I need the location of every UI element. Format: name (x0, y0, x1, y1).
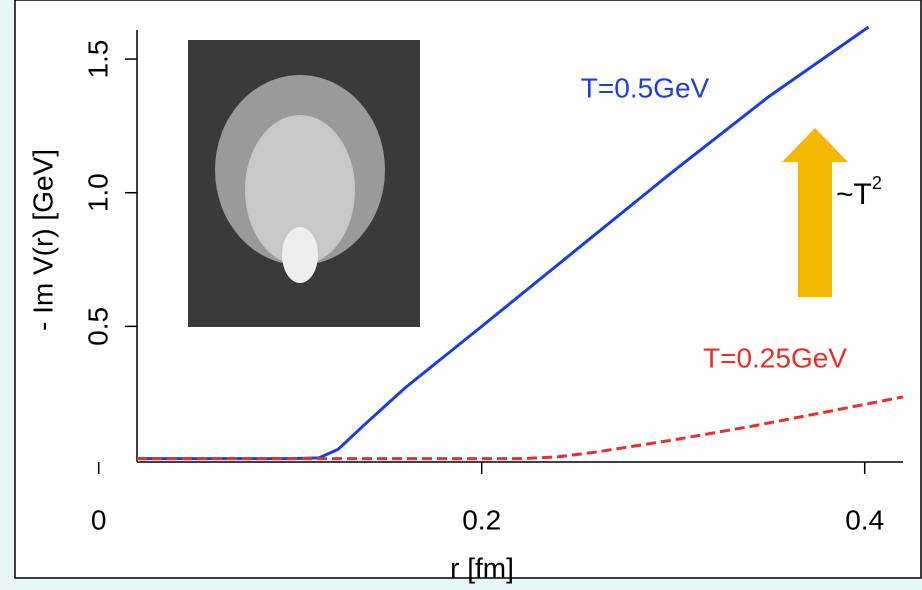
x-tick-label: 0.4 (845, 504, 884, 535)
annotation-superscript: 2 (872, 173, 882, 193)
y-tick-label: 1.5 (82, 40, 113, 79)
y-tick-label: 1.0 (82, 173, 113, 212)
annotation-text: ~T (836, 178, 872, 211)
x-axis-label: r [fm] (450, 552, 514, 583)
arrow (782, 128, 848, 297)
y-tick-label: 0.5 (82, 307, 113, 346)
arrow-shaft (798, 160, 832, 297)
series-label: T=0.25GeV (703, 342, 847, 373)
series-line (137, 395, 904, 461)
arrow-head (782, 128, 848, 162)
x-tick-label: 0.2 (462, 504, 501, 535)
annotation: ~T2 (836, 173, 882, 211)
photo (188, 40, 420, 327)
y-axis-label: - Im V(r) [GeV] (27, 149, 58, 331)
x-tick-label: 0 (91, 504, 107, 535)
series-label: T=0.5GeV (581, 72, 710, 103)
